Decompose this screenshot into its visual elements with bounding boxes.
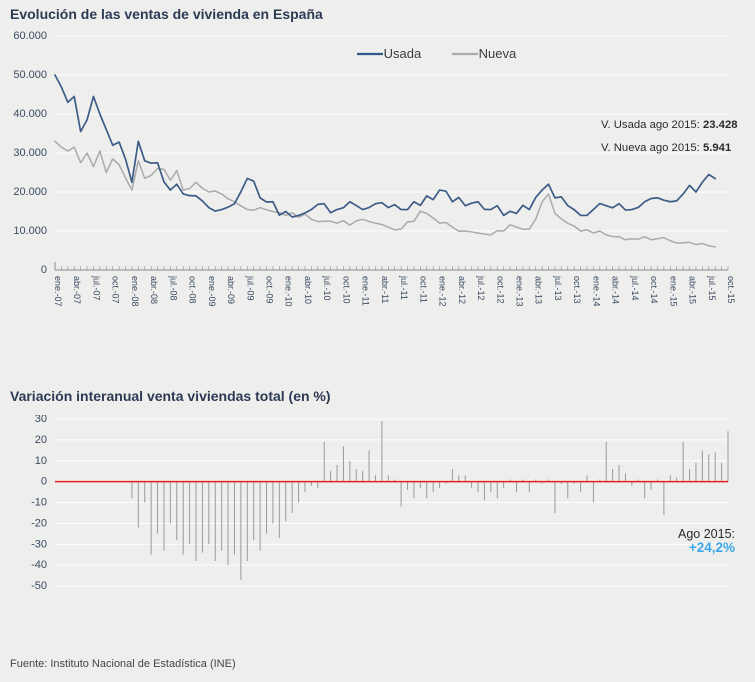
svg-text:10: 10 bbox=[35, 455, 47, 467]
svg-text:30.000: 30.000 bbox=[13, 147, 47, 159]
svg-text:jul.-08: jul.-08 bbox=[168, 275, 178, 301]
svg-text:jul.-09: jul.-09 bbox=[245, 275, 255, 301]
svg-text:jul.-07: jul.-07 bbox=[91, 275, 101, 301]
svg-text:jul.-14: jul.-14 bbox=[630, 275, 640, 301]
svg-text:oct.-07: oct.-07 bbox=[111, 276, 121, 304]
svg-text:ene.-07: ene.-07 bbox=[53, 276, 63, 307]
svg-text:abr.-10: abr.-10 bbox=[303, 276, 313, 304]
svg-text:-40: -40 bbox=[31, 559, 47, 571]
svg-text:abr.-13: abr.-13 bbox=[534, 276, 544, 304]
svg-text:oct.-08: oct.-08 bbox=[188, 276, 198, 304]
svg-text:ene.-10: ene.-10 bbox=[284, 276, 294, 307]
svg-text:60.000: 60.000 bbox=[13, 30, 47, 42]
svg-text:oct.-14: oct.-14 bbox=[649, 276, 659, 304]
svg-text:abr.-11: abr.-11 bbox=[380, 276, 390, 303]
svg-text:abr.-14: abr.-14 bbox=[611, 276, 621, 304]
svg-text:oct.-11: oct.-11 bbox=[418, 276, 428, 303]
svg-text:20: 20 bbox=[35, 434, 47, 446]
svg-text:jul.-12: jul.-12 bbox=[476, 275, 486, 301]
svg-text:0: 0 bbox=[41, 264, 47, 276]
svg-text:abr.-08: abr.-08 bbox=[149, 276, 159, 304]
svg-text:ene.-09: ene.-09 bbox=[207, 276, 217, 307]
svg-text:30: 30 bbox=[35, 415, 47, 425]
svg-text:oct.-12: oct.-12 bbox=[495, 276, 505, 304]
svg-text:0: 0 bbox=[41, 476, 47, 488]
svg-text:ene.-14: ene.-14 bbox=[591, 276, 601, 307]
svg-text:jul.-15: jul.-15 bbox=[707, 275, 717, 301]
svg-text:40.000: 40.000 bbox=[13, 108, 47, 120]
svg-text:ene.-11: ene.-11 bbox=[361, 276, 371, 306]
svg-text:20.000: 20.000 bbox=[13, 186, 47, 198]
svg-text:abr.-09: abr.-09 bbox=[226, 276, 236, 304]
svg-text:ene.-08: ene.-08 bbox=[130, 276, 140, 307]
svg-text:-10: -10 bbox=[31, 497, 47, 509]
svg-text:jul.-10: jul.-10 bbox=[322, 275, 332, 301]
svg-text:jul.-11: jul.-11 bbox=[399, 275, 409, 300]
svg-text:ene.-12: ene.-12 bbox=[438, 276, 448, 307]
svg-text:abr.-15: abr.-15 bbox=[688, 276, 698, 304]
svg-text:oct.-09: oct.-09 bbox=[265, 276, 275, 304]
svg-text:50.000: 50.000 bbox=[13, 69, 47, 81]
svg-text:abr.-07: abr.-07 bbox=[72, 276, 82, 304]
svg-text:ene.-13: ene.-13 bbox=[514, 276, 524, 307]
svg-text:oct.-10: oct.-10 bbox=[341, 276, 351, 304]
svg-text:oct.-15: oct.-15 bbox=[726, 276, 736, 304]
svg-text:-50: -50 bbox=[31, 580, 47, 592]
svg-text:jul.-13: jul.-13 bbox=[553, 275, 563, 301]
svg-text:10.000: 10.000 bbox=[13, 225, 47, 237]
svg-text:oct.-13: oct.-13 bbox=[572, 276, 582, 304]
svg-text:-30: -30 bbox=[31, 538, 47, 550]
svg-text:abr.-12: abr.-12 bbox=[457, 276, 467, 304]
svg-text:-20: -20 bbox=[31, 517, 47, 529]
svg-text:ene.-15: ene.-15 bbox=[668, 276, 678, 307]
